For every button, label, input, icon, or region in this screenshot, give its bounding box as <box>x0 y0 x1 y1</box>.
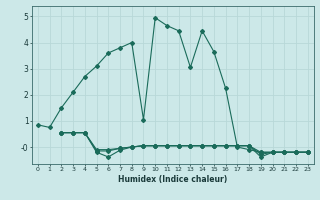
X-axis label: Humidex (Indice chaleur): Humidex (Indice chaleur) <box>118 175 228 184</box>
